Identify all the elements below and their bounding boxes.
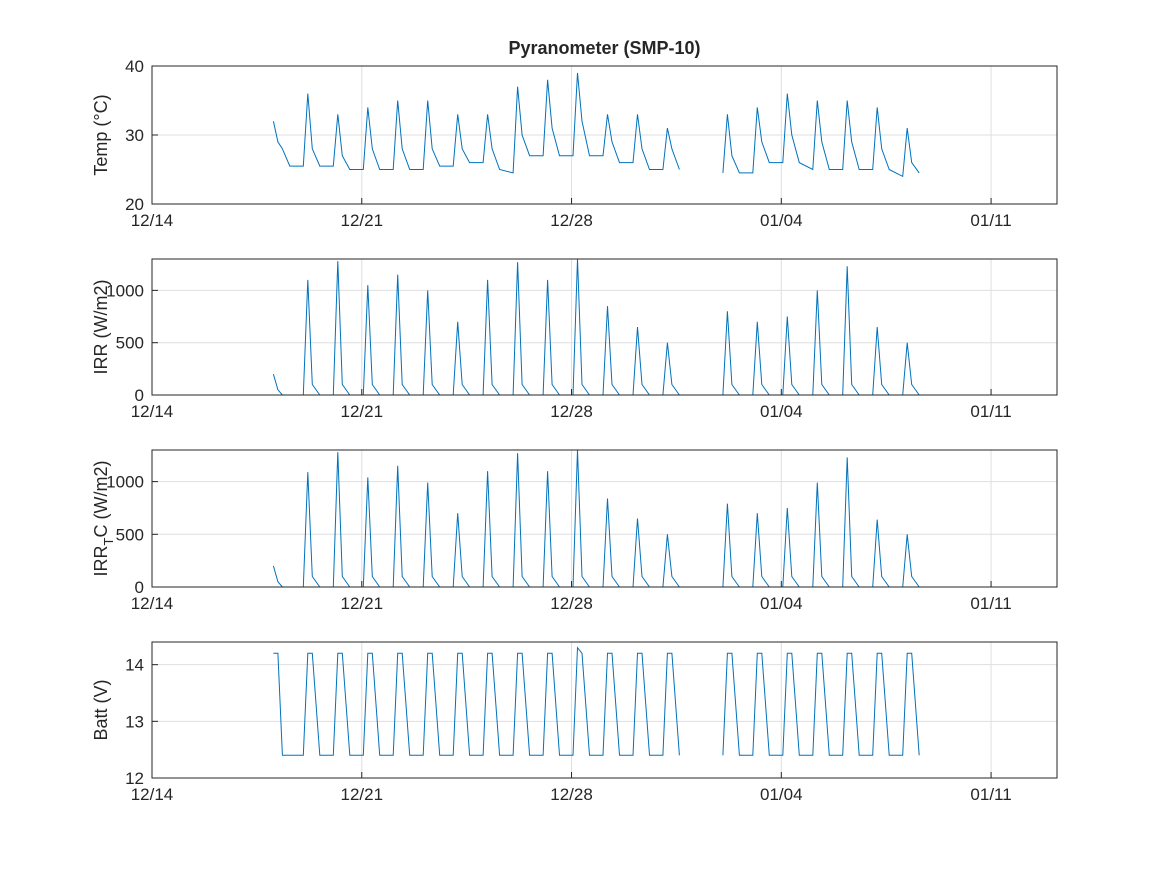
x-tick-label: 12/28 (550, 785, 593, 804)
x-tick-label: 12/14 (131, 211, 174, 230)
x-tick-label: 12/28 (550, 211, 593, 230)
y-tick-label: 500 (116, 334, 144, 353)
x-tick-label: 12/21 (340, 594, 383, 613)
x-tick-label: 01/04 (760, 594, 803, 613)
x-tick-label: 01/04 (760, 402, 803, 421)
y-tick-label: 0 (135, 386, 144, 405)
y-tick-label: 12 (125, 769, 144, 788)
x-tick-label: 12/28 (550, 402, 593, 421)
y-tick-label: 1000 (106, 473, 144, 492)
y-axis-label: IRR (W/m2) (91, 280, 111, 375)
label-part: C (W/m2) (91, 461, 111, 538)
x-tick-label: 01/11 (970, 402, 1011, 421)
y-tick-label: 13 (125, 712, 144, 731)
x-tick-label: 01/11 (970, 785, 1011, 804)
x-tick-label: 12/14 (131, 402, 174, 421)
axes-box (151, 65, 1058, 205)
x-tick-label: 12/14 (131, 785, 174, 804)
y-tick-label: 14 (125, 656, 144, 675)
y-tick-label: 1000 (106, 281, 144, 300)
label-part: T (101, 537, 116, 545)
subplot: 12/14 12/21 12/28 01/04 01/11 12 13 14 Batt (V) (91, 641, 1058, 804)
y-tick-label: 500 (116, 525, 144, 544)
data-line (273, 646, 920, 756)
y-axis-label: Batt (V) (91, 679, 111, 740)
x-tick-label: 12/14 (131, 594, 174, 613)
label-part: IRR (91, 545, 111, 576)
x-tick-label: 12/21 (340, 211, 383, 230)
x-tick-label: 12/21 (340, 402, 383, 421)
chart-title: Pyranometer (SMP-10) (508, 38, 700, 58)
x-tick-label: 01/11 (970, 211, 1011, 230)
x-tick-label: 01/04 (760, 785, 803, 804)
axes-box (151, 449, 1058, 588)
y-tick-label: 0 (135, 578, 144, 597)
x-tick-label: 01/11 (970, 594, 1011, 613)
y-axis-label: Temp (°C) (91, 94, 111, 175)
axes-box (151, 641, 1058, 779)
x-tick-label: 01/04 (760, 211, 803, 230)
x-tick-label: 12/21 (340, 785, 383, 804)
x-tick-label: 12/28 (550, 594, 593, 613)
y-tick-label: 30 (125, 126, 144, 145)
y-axis-label: IRRTC (W/m2) (91, 461, 116, 577)
axes-box (151, 258, 1058, 396)
subplot: Pyranometer (SMP-10) 12/14 12/21 12/28 01/04… (91, 38, 1058, 230)
data-line (272, 72, 920, 178)
y-tick-label: 20 (125, 195, 144, 214)
y-tick-label: 40 (125, 57, 144, 76)
